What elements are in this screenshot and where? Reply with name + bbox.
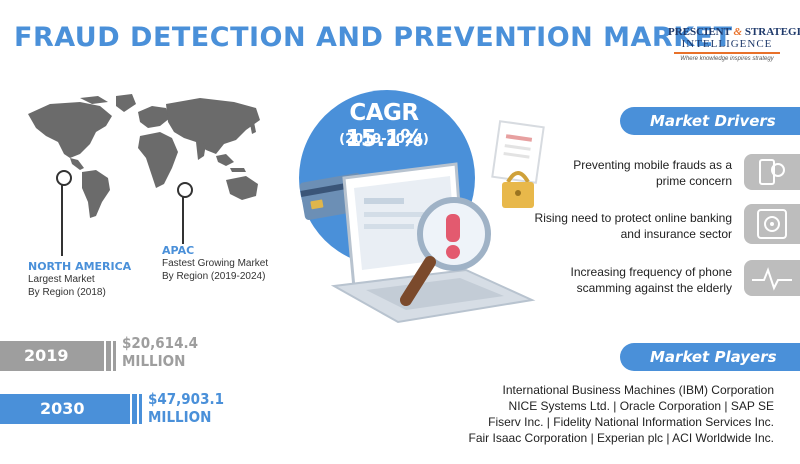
market-value-2019: $20,614.4 MILLION [122,334,198,370]
apac-pointer [182,188,184,244]
north-america-callout: NORTH AMERICA Largest Market By Region (… [28,260,132,298]
driver-item: Increasing frequency of phone scamming a… [570,265,732,295]
player-line: Fiserv Inc. | Fidelity National Informat… [488,415,774,429]
company-logo: PRESCIENT & STRATEGIC INTELLIGENCE Where… [668,26,800,62]
player-line: International Business Machines (IBM) Co… [502,383,774,397]
world-map [28,94,260,218]
north-america-pointer [61,176,63,256]
safe-icon [744,204,800,244]
page-title: FRAUD DETECTION AND PREVENTION MARKET [14,22,733,53]
market-players-header: Market Players [620,343,800,371]
cagr-period: (2019-2024) [339,132,429,147]
player-line: NICE Systems Ltd. | Oracle Corporation |… [508,399,774,413]
year-bar-2030: 2030 [0,394,130,424]
cagr-value: CAGR 15.1% [345,100,423,152]
apac-label: APAC [162,244,195,257]
apac-callout: APAC Fastest Growing Market By Region (2… [162,244,269,282]
apac-marker [177,182,193,198]
market-players-list: International Business Machines (IBM) Co… [469,382,774,446]
driver-item: Rising need to protect online banking an… [534,211,732,241]
year-bar-2019: 2019 [0,341,104,371]
driver-item: Preventing mobile frauds as a prime conc… [573,158,732,188]
market-value-2030: $47,903.1 MILLION [148,390,224,426]
player-line: Fair Isaac Corporation | Experian plc | … [468,431,774,445]
mobile-icon [744,154,800,190]
north-america-label: NORTH AMERICA [28,260,132,273]
north-america-marker [56,170,72,186]
market-drivers-header: Market Drivers [620,107,800,135]
pulse-icon [744,260,800,296]
laptop-illustration [299,90,545,324]
